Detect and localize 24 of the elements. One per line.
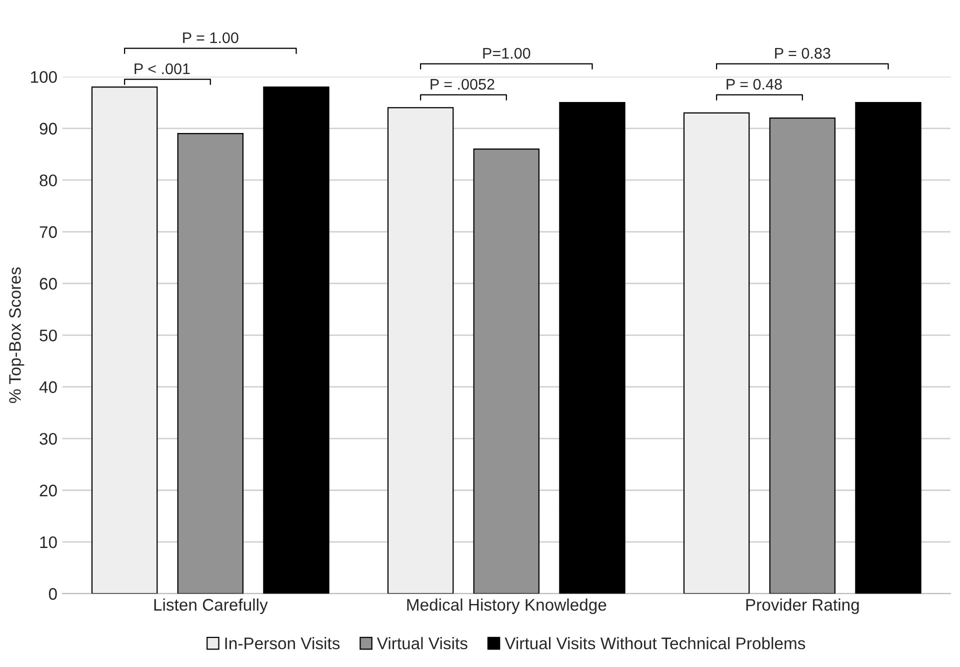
y-tick-label: 50 <box>40 330 57 342</box>
legend-label: In-Person Visits <box>225 637 340 650</box>
x-tick-label: Medical History Knowledge <box>407 598 606 614</box>
y-tick-label: 20 <box>40 484 57 496</box>
text: P < .001 <box>134 63 190 74</box>
y-tick-label: 10 <box>40 536 57 548</box>
text: P = 0.83 <box>775 48 830 59</box>
y-tick-label: 0 <box>48 588 57 600</box>
annotation: P = 0.48 <box>726 78 782 90</box>
y-tick-label: 60 <box>40 278 57 290</box>
text: P=1.00 <box>483 48 530 59</box>
legend-label: Virtual Visits <box>376 637 468 650</box>
y-tick-label: 40 <box>39 381 57 394</box>
y-axis-title: % Top-Box Scores <box>9 267 24 403</box>
legend-label: Virtual Visits Without Technical Problems <box>504 637 806 650</box>
y-tick-label: 70 <box>40 226 57 238</box>
y-tick-label: 100 <box>31 71 57 83</box>
x-tick-label: Listen Carefully <box>154 598 268 614</box>
text: P = 1.00 <box>183 32 238 44</box>
y-tick-label: 90 <box>40 122 57 135</box>
y-tick-label: 30 <box>40 432 57 445</box>
annotation: P = .0052 <box>430 78 494 90</box>
y-tick-label: 80 <box>40 174 57 186</box>
x-tick-label: Provider Rating <box>746 598 859 614</box>
